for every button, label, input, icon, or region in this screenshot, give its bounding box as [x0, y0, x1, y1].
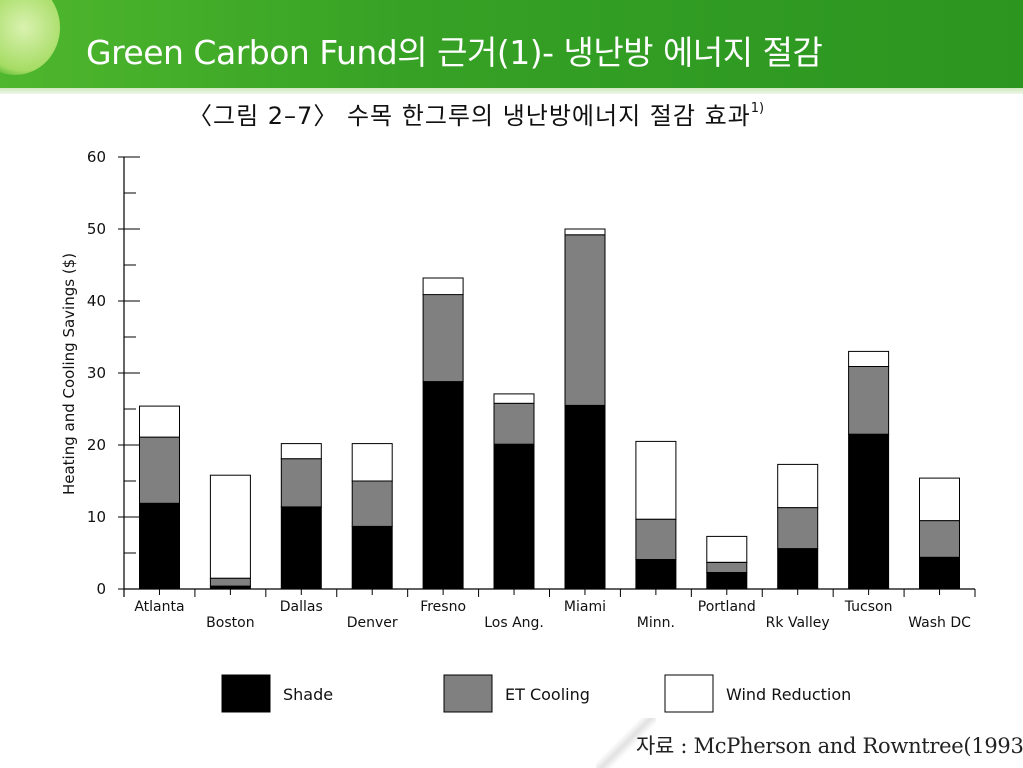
- bar-series-group: [139, 228, 960, 590]
- y-axis-title: Heating and Cooling Savings ($): [60, 253, 78, 495]
- legend-swatch: [221, 674, 271, 713]
- source-citation: 자료 : McPherson and Rowntree(1993).: [636, 734, 1023, 758]
- legend-swatch: [664, 674, 714, 713]
- x-category-label: Wash DC: [908, 615, 971, 631]
- y-tick-label: 60: [87, 148, 106, 166]
- bar-shade: [280, 506, 322, 590]
- x-category-label: Dallas: [280, 599, 323, 615]
- y-tick-label: 50: [87, 220, 106, 238]
- bar-shade: [351, 525, 393, 590]
- x-category-label: Miami: [564, 599, 606, 615]
- legend-label: Shade: [283, 685, 333, 704]
- bar-wind-reduction: [422, 277, 464, 296]
- bar-wind-reduction: [777, 463, 819, 509]
- slide-title: Green Carbon Fund의 근거(1)- 냉난방 에너지 절감: [86, 33, 823, 72]
- x-category-label: Boston: [206, 615, 254, 631]
- x-axis: [123, 588, 976, 597]
- x-category-label: Portland: [698, 599, 756, 615]
- bar-shade: [919, 556, 960, 590]
- figure-caption-text: 〈그림 2–7〉 수목 한그루의 냉난방에너지 절감 효과: [188, 102, 751, 130]
- x-category-label: Tucson: [844, 599, 893, 615]
- x-category-label: Rk Valley: [766, 615, 830, 631]
- bar-wind-reduction: [706, 535, 748, 563]
- figure-caption-footnote: 1): [750, 101, 765, 116]
- bar-et-cooling: [635, 518, 677, 561]
- y-tick-label: 40: [87, 292, 106, 310]
- bar-wind-reduction: [351, 443, 393, 482]
- x-category-label: Atlanta: [134, 599, 184, 615]
- y-tick-label: 30: [87, 364, 106, 382]
- legend-label: Wind Reduction: [726, 685, 851, 704]
- chart-legend: Shade ET Cooling Wind Reduction: [221, 674, 851, 713]
- bar-et-cooling: [919, 520, 960, 558]
- y-axis: 0 10 20 30 40 50 60: [87, 148, 140, 598]
- bar-et-cooling: [777, 507, 819, 550]
- bar-wind-reduction: [280, 443, 322, 460]
- bar-wind-reduction: [848, 350, 890, 367]
- y-tick-label: 10: [87, 508, 106, 526]
- y-tick-label: 0: [96, 580, 106, 598]
- title-divider: [0, 88, 1023, 94]
- legend-swatch: [443, 674, 493, 713]
- bar-et-cooling: [209, 577, 251, 587]
- bar-et-cooling: [139, 436, 180, 504]
- bar-et-cooling: [564, 234, 606, 406]
- x-category-label: Los Ang.: [484, 615, 544, 631]
- bar-wind-reduction: [564, 228, 606, 236]
- title-bar: Green Carbon Fund의 근거(1)- 냉난방 에너지 절감: [0, 0, 1023, 88]
- bar-shade: [564, 404, 606, 590]
- bar-et-cooling: [280, 458, 322, 508]
- bar-wind-reduction: [919, 477, 960, 522]
- x-category-label: Minn.: [637, 615, 675, 631]
- bar-shade: [422, 381, 464, 590]
- bar-wind-reduction: [139, 405, 180, 438]
- source-decoration: [596, 718, 656, 768]
- x-category-label: Fresno: [420, 599, 466, 615]
- bar-shade: [635, 559, 677, 590]
- bar-shade: [848, 433, 890, 590]
- legend-label: ET Cooling: [505, 685, 590, 704]
- bar-shade: [777, 548, 819, 590]
- y-tick-label: 20: [87, 436, 106, 454]
- bar-et-cooling: [493, 402, 535, 445]
- bar-et-cooling: [351, 480, 393, 527]
- bar-shade: [706, 571, 748, 590]
- bar-wind-reduction: [209, 474, 251, 579]
- x-category-label: Denver: [347, 615, 398, 631]
- bar-et-cooling: [422, 294, 464, 383]
- bar-shade: [493, 443, 535, 590]
- bar-wind-reduction: [635, 440, 677, 520]
- bar-wind-reduction: [493, 393, 535, 404]
- figure-caption: 〈그림 2–7〉 수목 한그루의 냉난방에너지 절감 효과1): [188, 96, 764, 131]
- bar-et-cooling: [706, 561, 748, 574]
- bar-et-cooling: [848, 366, 890, 435]
- bar-shade: [139, 502, 180, 590]
- category-labels: Atlanta Boston Dallas Denver Fresno Los Ang. M…: [134, 599, 971, 631]
